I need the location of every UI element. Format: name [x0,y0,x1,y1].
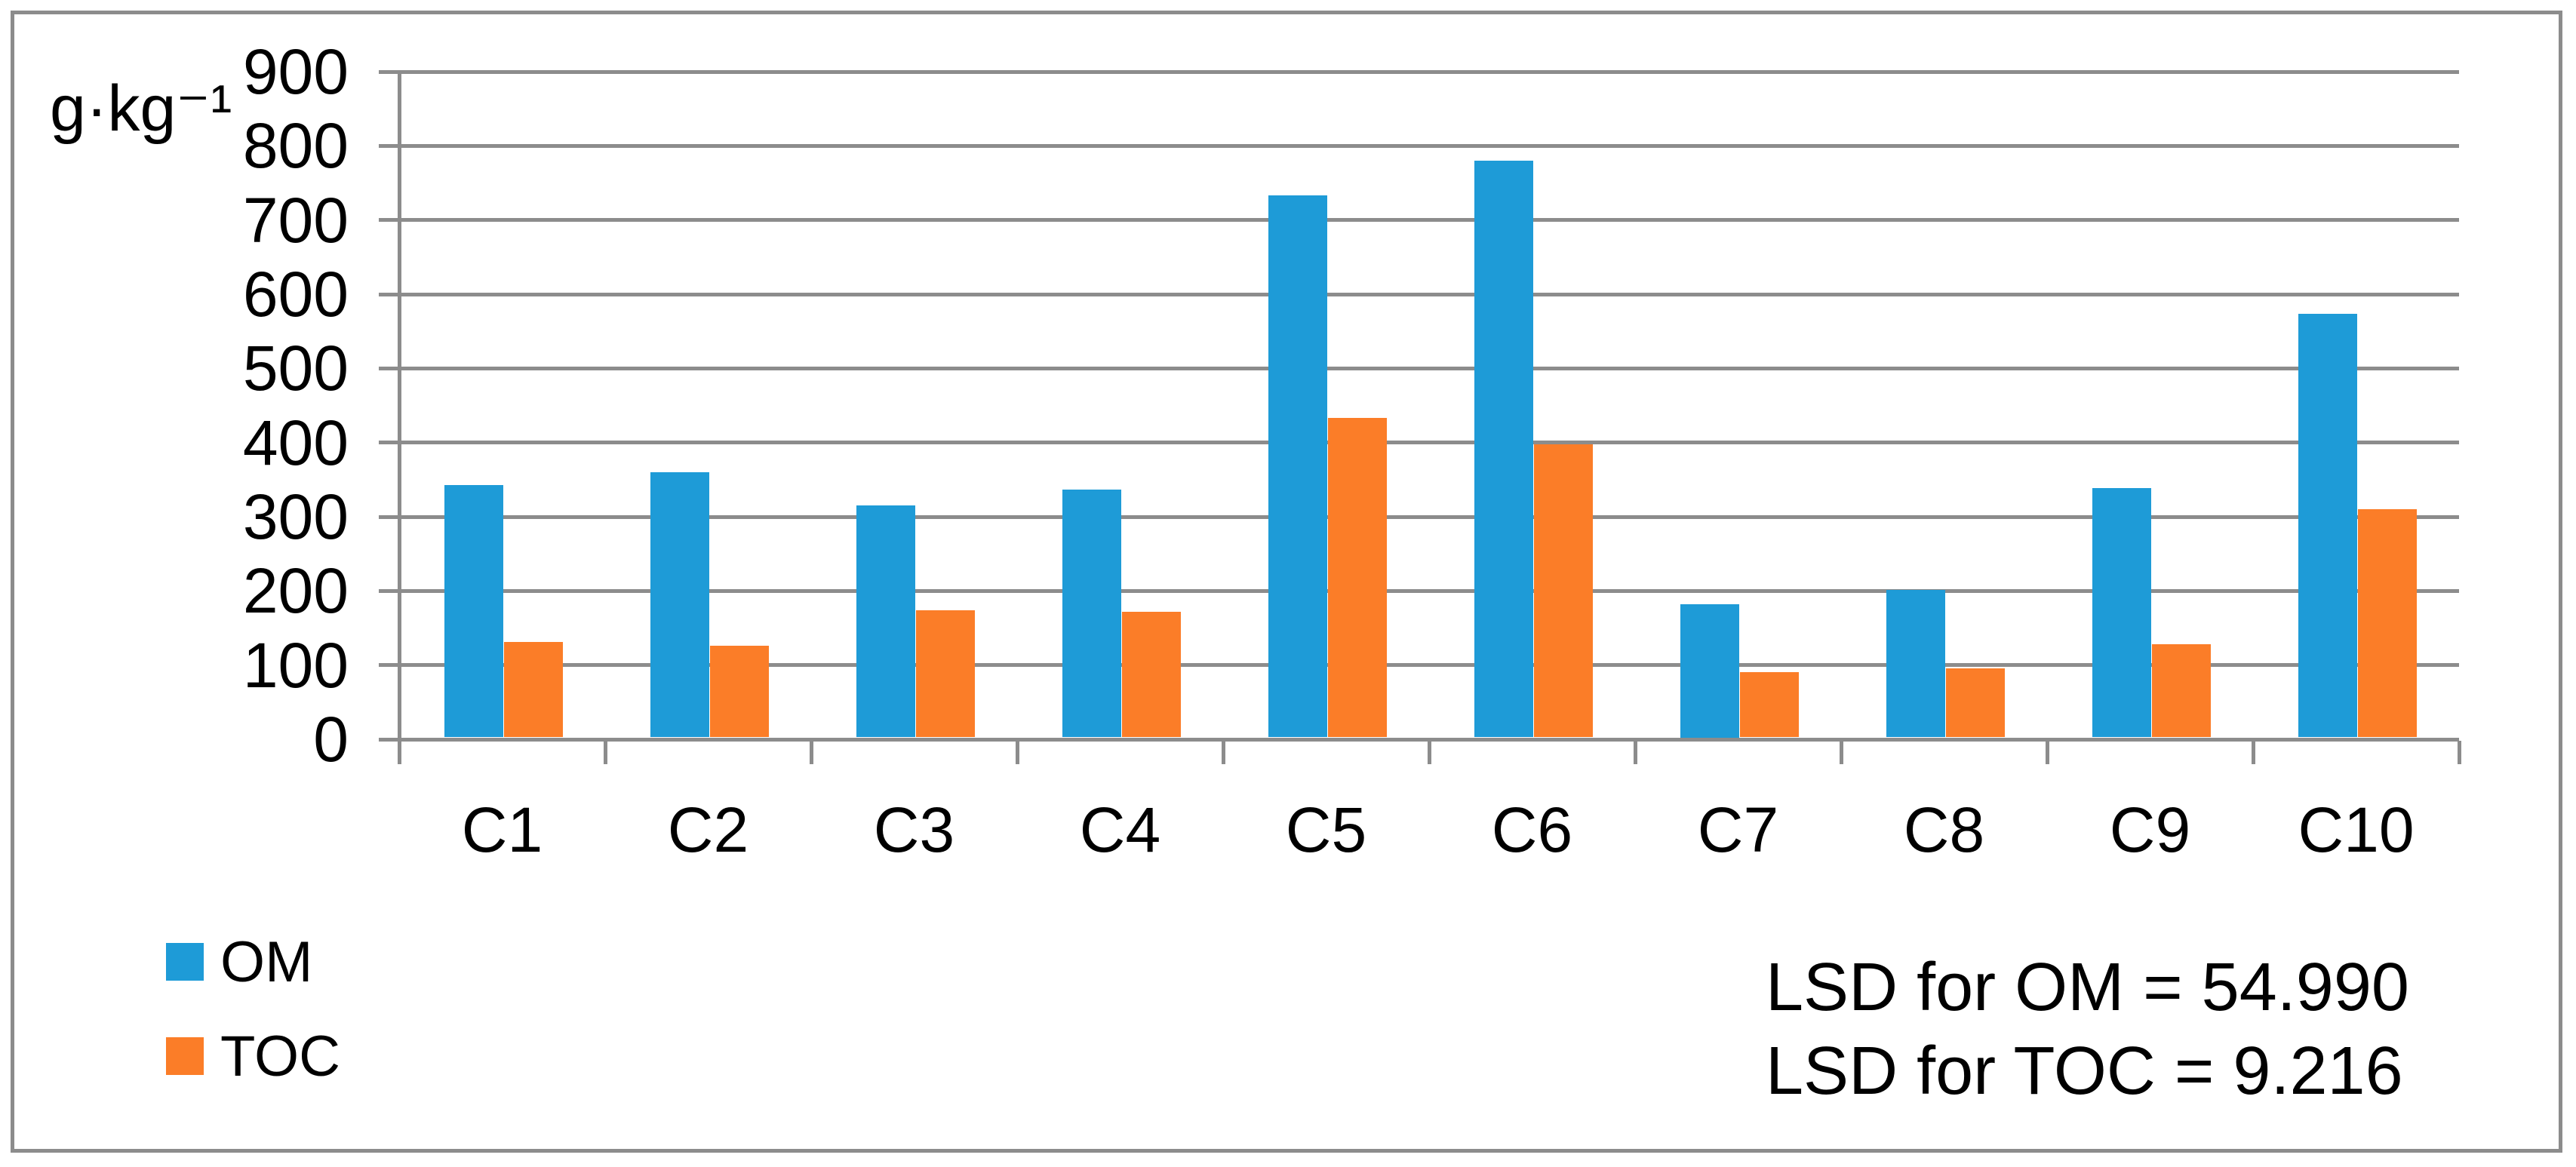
x-axis-tick-8 [2045,741,2049,764]
x-axis-tick-2 [809,741,813,764]
x-category-label-C6: C6 [1491,794,1573,865]
gridline-700 [379,218,2459,223]
figure-border [11,11,2562,1153]
y-tick-label-500: 500 [242,333,349,404]
bar-om-C7 [1680,603,1739,738]
bar-om-C3 [856,505,915,738]
bar-om-C5 [1268,195,1327,738]
y-tick-label-0: 0 [313,704,349,775]
x-category-label-C4: C4 [1079,794,1161,865]
bar-toc-C1 [504,641,563,738]
legend-item-om: OM [166,930,312,994]
x-category-label-C3: C3 [873,794,955,865]
bar-toc-C4 [1122,612,1181,738]
gridline-100 [379,663,2459,668]
x-category-label-C5: C5 [1285,794,1367,865]
legend-swatch-om [166,943,204,981]
legend-item-toc: TOC [166,1024,340,1089]
y-tick-label-600: 600 [242,259,349,330]
y-tick-label-400: 400 [242,407,349,478]
bar-om-C6 [1474,161,1533,738]
x-axis-tick-7 [1839,741,1843,764]
x-axis-tick-4 [1221,741,1225,764]
x-category-label-C10: C10 [2298,794,2415,865]
y-axis-line [398,72,401,763]
bar-om-C2 [650,472,709,738]
bar-toc-C6 [1534,444,1593,738]
y-tick-label-700: 700 [242,184,349,256]
bar-om-C9 [2092,488,2151,738]
gridline-800 [379,143,2459,148]
bar-toc-C5 [1328,417,1387,738]
gridline-500 [379,366,2459,370]
x-axis-tick-3 [1015,741,1019,764]
bar-om-C10 [2298,314,2357,738]
legend-label-toc: TOC [220,1024,341,1089]
bar-toc-C7 [1740,671,1799,738]
x-axis-tick-10 [2457,741,2461,764]
gridline-600 [379,292,2459,296]
y-tick-label-200: 200 [242,555,349,627]
bar-toc-C2 [710,645,769,738]
y-tick-label-900: 900 [242,36,349,107]
bar-toc-C10 [2358,508,2417,738]
gridline-200 [379,588,2459,593]
x-category-label-C2: C2 [667,794,749,865]
lsd-toc-text: LSD for TOC = 9.216 [1766,1033,2403,1109]
bar-om-C4 [1062,490,1121,738]
x-category-label-C9: C9 [2109,794,2191,865]
bar-toc-C8 [1946,668,2005,738]
bar-om-C1 [444,485,503,738]
gridline-0 [379,737,2459,742]
gridline-400 [379,441,2459,445]
x-category-label-C7: C7 [1697,794,1779,865]
x-axis-tick-9 [2251,741,2255,764]
x-category-label-C8: C8 [1903,794,1985,865]
y-tick-label-100: 100 [242,629,349,701]
x-axis-tick-6 [1633,741,1637,764]
legend-label-om: OM [220,929,313,994]
y-axis-unit-label: g·kg⁻¹ [50,72,232,145]
legend-swatch-toc [166,1037,204,1075]
y-tick-label-800: 800 [242,110,349,182]
gridline-300 [379,514,2459,519]
lsd-om-text: LSD for OM = 54.990 [1766,950,2409,1025]
bar-toc-C9 [2152,643,2211,738]
lsd-annotation-block: LSD for OM = 54.990 LSD for TOC = 9.216 [1766,946,2409,1113]
gridline-900 [379,69,2459,74]
bar-toc-C3 [916,610,975,738]
x-category-label-C1: C1 [461,794,543,865]
y-tick-label-300: 300 [242,481,349,552]
x-axis-tick-1 [603,741,607,764]
bar-om-C8 [1886,589,1945,738]
x-axis-tick-5 [1427,741,1431,764]
